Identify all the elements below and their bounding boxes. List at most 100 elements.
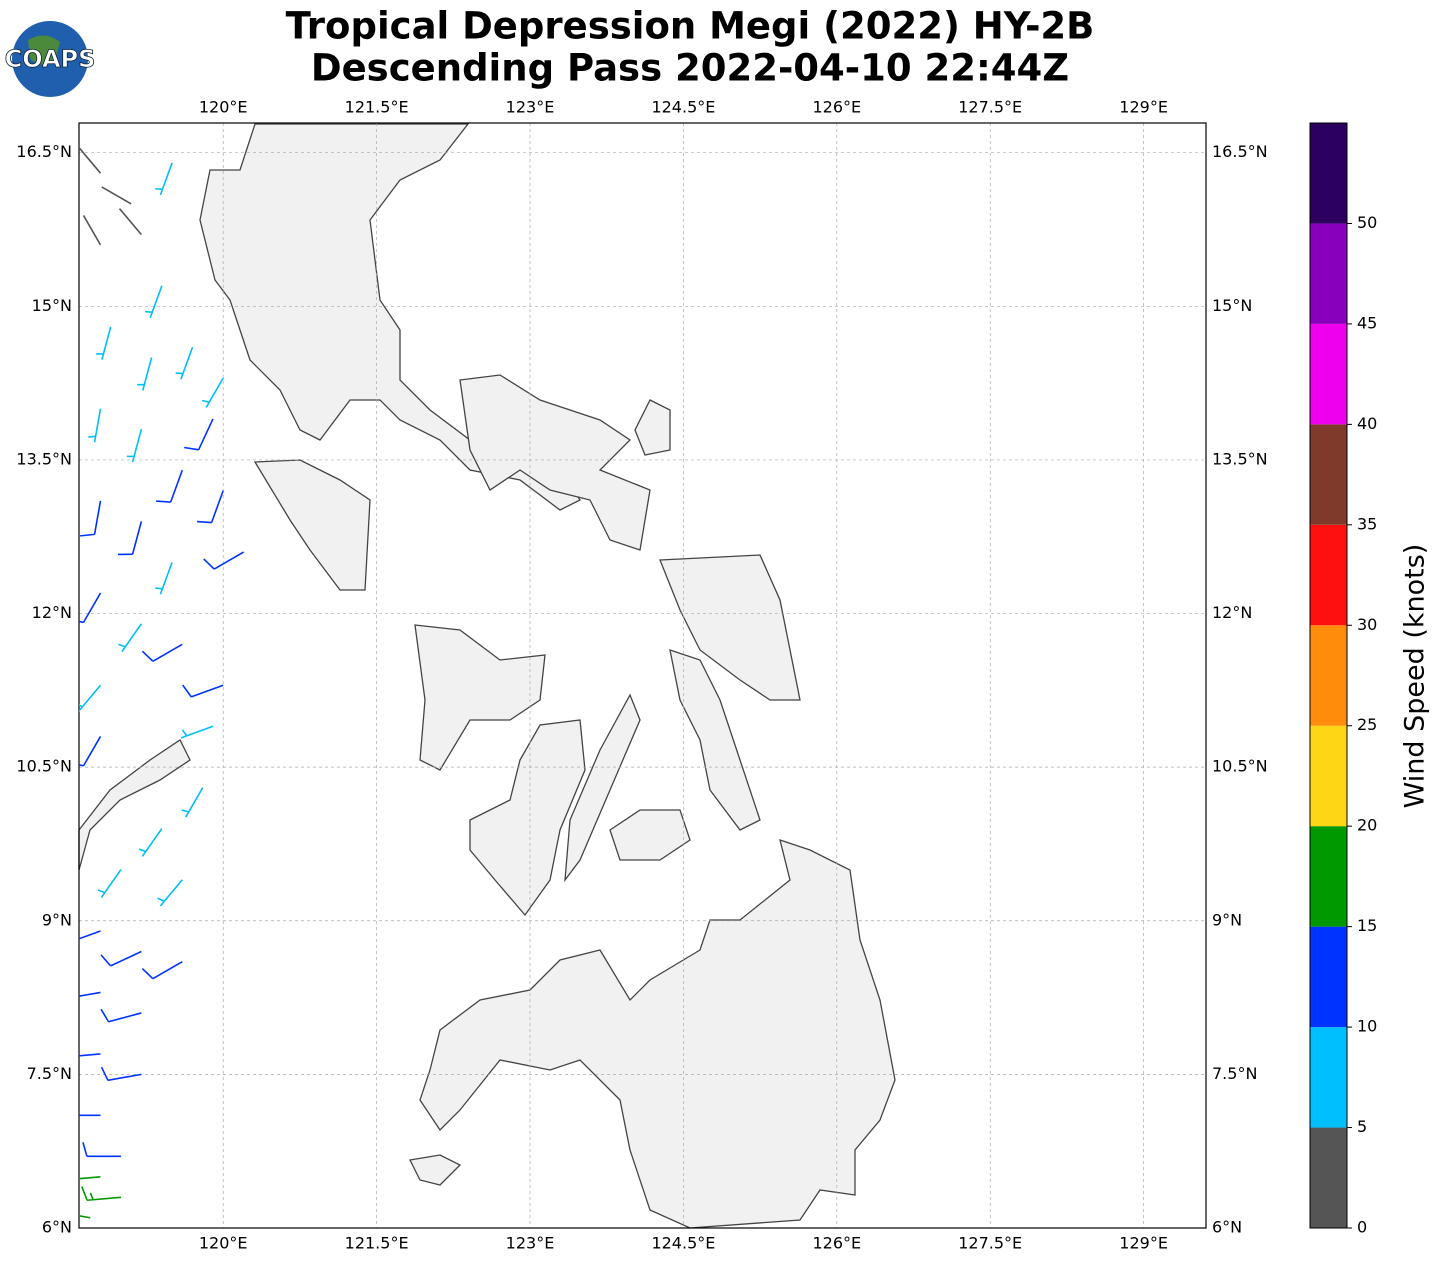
colorbar-tick-label: 10: [1357, 1017, 1377, 1036]
colorbar-segment: [1310, 424, 1347, 525]
colorbar-frame: [1309, 122, 1348, 1229]
palawan: [78, 739, 191, 871]
samar: [659, 554, 801, 701]
mindanao: [419, 839, 896, 1229]
wind-barb: [82, 1142, 121, 1158]
colorbar-tick-label: 35: [1357, 514, 1377, 533]
y-tick-label: 16.5°N: [16, 142, 72, 161]
wind-barb: [201, 377, 224, 408]
y-tick-label: 7.5°N: [27, 1064, 72, 1083]
wind-barbs: [79, 146, 245, 1219]
colorbar-segment: [1310, 1127, 1347, 1228]
wind-barb: [96, 326, 112, 360]
wind-barb: [184, 418, 214, 451]
y-tick-label: 10.5°N: [16, 757, 72, 776]
colorbar-tick-label: 45: [1357, 313, 1377, 332]
colorbar-segment: [1310, 826, 1347, 927]
panay: [414, 624, 546, 771]
x-tick-label: 124.5°E: [651, 98, 715, 117]
wind-barb: [141, 643, 183, 662]
x-tick-label: 129°E: [1119, 98, 1168, 117]
mindoro: [253, 459, 371, 591]
y-tick-label: 9°N: [1212, 910, 1242, 929]
wind-barb: [79, 1176, 101, 1180]
y-tick-label: 6°N: [1212, 1218, 1242, 1237]
x-tick-label: 120°E: [199, 1234, 248, 1253]
colorbar-tick-label: 5: [1357, 1117, 1367, 1136]
wind-barb: [97, 869, 122, 898]
wind-barb: [81, 1186, 121, 1202]
wind-barb: [80, 500, 102, 537]
x-tick-label: 127.5°E: [958, 1234, 1022, 1253]
wind-barb: [126, 428, 143, 463]
wind-barb: [79, 1114, 101, 1117]
wind-barb: [88, 408, 102, 443]
x-tick-label: 124.5°E: [651, 1234, 715, 1253]
luzon: [199, 123, 581, 511]
wind-barb: [100, 1008, 142, 1023]
y-tick-label: 15°N: [32, 296, 72, 315]
sulu: [409, 1154, 462, 1186]
colorbar-tick-label: 30: [1357, 615, 1377, 634]
wind-barb: [118, 208, 142, 236]
colorbar-tick-label: 0: [1357, 1218, 1367, 1237]
wind-barb: [79, 592, 102, 624]
wind-barb: [101, 186, 132, 205]
logo-land: [28, 35, 60, 65]
wind-barb: [79, 991, 101, 998]
x-tick-label: 123°E: [506, 1234, 555, 1253]
y-tick-label: 13.5°N: [16, 449, 72, 468]
colorbar-tick-label: 25: [1357, 715, 1377, 734]
wind-barb: [155, 162, 173, 196]
wind-barb: [175, 347, 194, 380]
x-tick-label: 121.5°E: [345, 98, 409, 117]
wind-barb: [137, 357, 153, 391]
y-tick-label: 10.5°N: [1212, 757, 1268, 776]
catanduanes: [634, 399, 671, 456]
wind-barb: [144, 285, 163, 319]
wind-barb: [100, 950, 142, 967]
colorbar-segment: [1310, 123, 1347, 224]
y-tick-label: 7.5°N: [1212, 1064, 1257, 1083]
colorbar-segment: [1310, 323, 1347, 425]
y-tick-label: 16.5°N: [1212, 142, 1268, 161]
colorbar-segment: [1310, 524, 1347, 626]
wind-barb: [196, 490, 224, 524]
wind-barb: [79, 684, 102, 712]
wind-barb: [182, 684, 224, 698]
x-tick-label: 126°E: [812, 98, 861, 117]
y-tick-label: 12°N: [1212, 603, 1252, 622]
wind-barb: [79, 736, 102, 767]
x-tick-label: 126°E: [812, 1234, 861, 1253]
colorbar-tick-label: 20: [1357, 816, 1377, 835]
colorbar-segment: [1310, 625, 1347, 726]
y-tick-label: 6°N: [42, 1218, 72, 1237]
wind-barb: [138, 828, 163, 857]
wind-barb: [100, 1066, 142, 1082]
wind-barb: [118, 623, 143, 653]
x-tick-label: 129°E: [1119, 1234, 1168, 1253]
x-tick-label: 120°E: [199, 98, 248, 117]
wind-barb: [180, 725, 214, 739]
wind-barb: [156, 469, 184, 503]
logo: COAPS: [4, 21, 96, 97]
leyte: [669, 649, 761, 831]
colorbar-label: Wind Speed (knots): [1400, 544, 1431, 809]
colorbar-segment: [1310, 926, 1347, 1028]
wind-barb: [79, 146, 102, 174]
wind-barb: [181, 787, 204, 818]
negros: [469, 719, 586, 917]
colorbar-tick-label: 50: [1357, 213, 1377, 232]
wind-barb: [157, 879, 183, 907]
wind-barb: [141, 961, 183, 980]
bohol: [609, 809, 691, 861]
wind-barb: [155, 562, 173, 595]
y-tick-label: 15°N: [1212, 296, 1252, 315]
colorbar-segment: [1310, 1027, 1347, 1128]
x-tick-label: 123°E: [506, 98, 555, 117]
wind-barb: [203, 551, 245, 570]
land: [78, 123, 1206, 1229]
wind-barb: [82, 215, 102, 246]
wind-barb: [79, 1053, 101, 1057]
